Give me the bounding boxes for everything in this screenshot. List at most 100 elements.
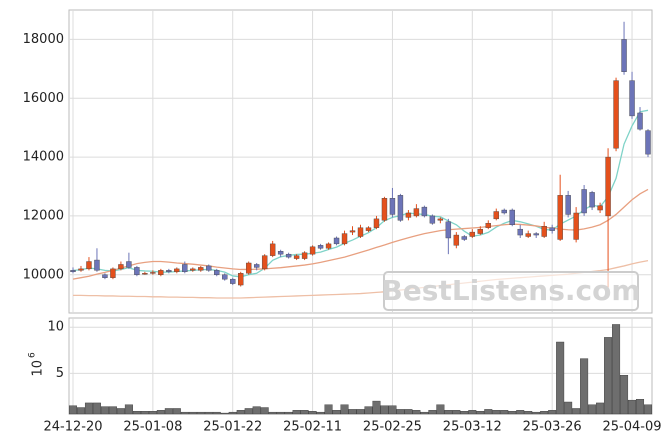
watermark: BestListens.com [381, 271, 641, 311]
volume-bar [140, 411, 149, 415]
candle-body [269, 243, 276, 256]
volume-bar [180, 411, 189, 415]
x-tick-label: 25-03-26 [523, 420, 582, 435]
candle-body [637, 112, 643, 130]
candle-body [230, 278, 236, 284]
volume-bar [604, 337, 613, 415]
candle-body [445, 221, 452, 239]
x-tick-label: 25-03-12 [443, 420, 502, 435]
candle-body [485, 223, 491, 228]
volume-bar [172, 408, 181, 415]
candle-body [437, 218, 444, 221]
volume-bar [212, 411, 221, 415]
candle-body [589, 192, 595, 208]
volume-bar [300, 410, 309, 415]
unit-exponent: 6 [28, 352, 38, 358]
volume-bar [476, 411, 485, 415]
candle-body [389, 198, 396, 215]
volume-bar [132, 411, 141, 415]
volume-bar [116, 408, 125, 415]
volume-bar [244, 408, 253, 415]
candle-body [86, 261, 92, 270]
volume-bar [516, 410, 525, 415]
volume-bar [460, 411, 469, 415]
volume-bar [628, 399, 637, 415]
candle-body [301, 252, 308, 259]
volume-bar [428, 410, 437, 415]
candle-body [174, 268, 180, 273]
candle-body [645, 130, 651, 155]
x-tick-label: 25-04-09 [603, 420, 662, 435]
candle-body [102, 274, 108, 278]
volume-bar [644, 404, 653, 415]
candle-body [317, 245, 324, 249]
volume-bar [364, 406, 373, 415]
volume-bar [68, 405, 77, 415]
candle-body [493, 211, 499, 220]
candle-body [293, 255, 300, 259]
volume-bar [420, 411, 429, 415]
candle-body [525, 233, 531, 237]
volume-bar [284, 411, 293, 415]
candle-body [573, 212, 579, 240]
candle-body [245, 262, 252, 274]
volume-bar [612, 324, 621, 415]
volume-bar [396, 409, 405, 415]
volume-bar [188, 411, 197, 415]
candle-body [222, 274, 228, 280]
candle-body [509, 209, 515, 225]
candle-body [309, 246, 316, 255]
volume-bar [540, 411, 549, 415]
candle-body [501, 209, 507, 214]
candle-body [621, 39, 627, 72]
candle-body [557, 195, 563, 240]
volume-bar [260, 407, 269, 415]
candle-body [477, 228, 483, 234]
x-tick-label: 25-01-22 [203, 420, 262, 435]
candle-body [549, 227, 555, 231]
volume-bar [556, 341, 565, 415]
candle-body [533, 233, 539, 236]
y-tick-label: 10000 [23, 267, 64, 282]
candle-body [285, 253, 292, 258]
volume-bar [228, 411, 237, 415]
volume-bar [220, 412, 229, 415]
candle-body [110, 268, 116, 278]
candle-body [629, 80, 635, 117]
volume-bar [292, 410, 301, 415]
volume-bar [492, 410, 501, 415]
volume-bar [436, 404, 445, 415]
candle-body [373, 218, 380, 228]
candle-body [597, 205, 603, 211]
volume-bar [92, 402, 101, 415]
candle-body [166, 270, 172, 273]
candle-body [365, 227, 372, 231]
x-tick-label: 24-12-20 [43, 420, 102, 435]
volume-bar [564, 401, 573, 415]
volume-bar [484, 409, 493, 415]
y-tick-label: 12000 [23, 208, 64, 223]
volume-bar [636, 399, 645, 415]
candle-body [142, 273, 148, 275]
candle-body [126, 261, 132, 268]
volume-bar [252, 406, 261, 415]
volume-bar [548, 410, 557, 415]
candle-body [238, 273, 244, 286]
volume-bar [444, 410, 453, 415]
candle-body [461, 236, 468, 240]
candle-body [277, 251, 284, 255]
volume-bar [204, 411, 213, 415]
volume-bar [108, 406, 117, 415]
volume-bar [508, 411, 517, 415]
price-panel [68, 9, 653, 314]
candle-body [150, 272, 156, 274]
candle-body [78, 268, 84, 271]
candle-body [253, 264, 260, 268]
volume-bar [500, 410, 509, 415]
x-tick-label: 25-01-08 [123, 420, 182, 435]
candle-body [94, 259, 100, 271]
volume-bar [196, 411, 205, 415]
volume-bar [236, 410, 245, 415]
